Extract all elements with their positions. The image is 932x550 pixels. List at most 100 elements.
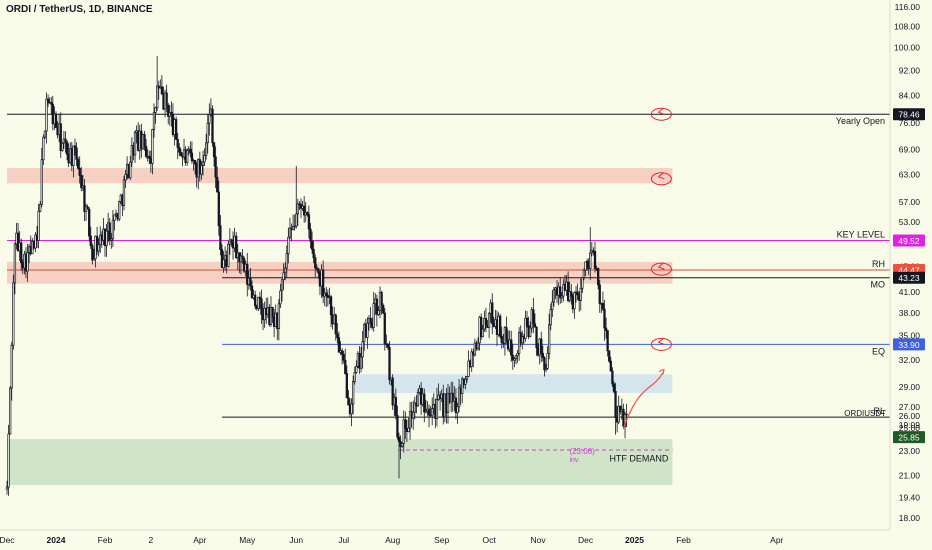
candle-body xyxy=(601,303,605,310)
candle-body xyxy=(532,309,535,325)
candle-body xyxy=(78,168,81,176)
candle-body xyxy=(108,222,111,241)
candle-body xyxy=(423,393,426,413)
candle-body xyxy=(598,284,601,304)
alert-glyph xyxy=(658,172,665,180)
candle-body xyxy=(470,351,473,367)
candle-body xyxy=(309,228,312,242)
candle-body xyxy=(227,243,230,267)
x-tick-label: Jun xyxy=(289,535,303,545)
alert-icon[interactable] xyxy=(650,337,672,351)
candle-body xyxy=(344,359,347,374)
candle-body xyxy=(377,310,380,315)
candle-body xyxy=(345,373,348,399)
candle-body xyxy=(271,306,274,318)
candle-body xyxy=(386,343,390,348)
candle-body xyxy=(20,242,23,264)
candle-body xyxy=(144,146,148,157)
candle-body xyxy=(296,203,299,215)
time-axis[interactable] xyxy=(0,530,890,550)
candle-body xyxy=(516,353,519,357)
candle-body xyxy=(383,312,386,345)
level-label-rh: RH xyxy=(872,259,885,269)
y-tick-label: 18.00 xyxy=(899,513,921,523)
candle-body xyxy=(625,413,628,416)
projection-arrowhead xyxy=(658,368,665,375)
candle-body xyxy=(391,377,394,406)
candle-body xyxy=(619,405,622,412)
candle-body xyxy=(543,357,546,371)
candle-body xyxy=(317,268,320,274)
candle-body xyxy=(604,327,608,331)
candle-body xyxy=(89,235,92,247)
x-tick-label: Feb xyxy=(98,535,113,545)
x-tick-label: Apr xyxy=(193,535,206,545)
candle-body xyxy=(83,185,86,212)
candle-body xyxy=(170,112,173,115)
zone-label-htf-demand: HTF DEMAND xyxy=(609,454,668,464)
candle-body xyxy=(589,252,592,269)
candle-body xyxy=(73,145,77,149)
candle-body xyxy=(529,327,532,337)
candle-body xyxy=(581,277,584,289)
candle-body xyxy=(467,360,470,377)
candle-body xyxy=(549,309,552,326)
candle-body xyxy=(42,136,45,161)
candle-body xyxy=(50,101,53,105)
x-tick-label: Dec xyxy=(578,535,594,545)
candle-body xyxy=(200,164,203,175)
x-tick-label: 2025 xyxy=(625,535,644,545)
alert-icon[interactable] xyxy=(650,172,672,186)
candle-body xyxy=(46,98,50,103)
candle-body xyxy=(570,291,573,297)
alert-icon[interactable] xyxy=(650,107,672,121)
candle-body xyxy=(465,376,469,380)
zone-2 xyxy=(354,374,673,393)
plot-area: (23.06)inv. xyxy=(5,56,890,496)
candle-body xyxy=(160,86,164,95)
candle-body xyxy=(394,397,397,416)
candle-body xyxy=(457,387,461,408)
candle-body xyxy=(336,333,339,339)
candle-body xyxy=(476,342,480,350)
candle-body xyxy=(525,317,529,326)
candle-body xyxy=(541,352,544,358)
x-tick-label: Feb xyxy=(676,535,691,545)
alert-circle xyxy=(650,337,672,351)
current-price-countdown: 19:09 xyxy=(899,420,921,430)
candle-body xyxy=(342,353,345,361)
candle-body xyxy=(380,292,383,306)
candle-body xyxy=(355,366,358,373)
alert-icon[interactable] xyxy=(650,262,672,276)
candle-body xyxy=(254,294,257,307)
candle-body xyxy=(91,245,94,261)
candle-body xyxy=(203,155,206,163)
current-price-value: 26.00 xyxy=(899,411,921,421)
candle-body xyxy=(189,148,192,154)
alert-circle xyxy=(650,172,672,186)
candle-body xyxy=(282,272,285,281)
level-label-key-level: KEY LEVEL xyxy=(837,229,885,239)
zone-1 xyxy=(7,261,673,284)
candle-body xyxy=(86,206,89,210)
current-price-tag-bg xyxy=(893,431,925,444)
y-tick-label: 41.00 xyxy=(899,287,921,297)
price-tag-key-level: 49.52 xyxy=(898,236,920,246)
price-tag-eq: 33.90 xyxy=(898,340,920,350)
candle-body xyxy=(559,286,562,299)
candle-body xyxy=(435,399,439,419)
candle-body xyxy=(491,302,494,324)
candle-body xyxy=(535,326,538,349)
candle-body xyxy=(190,152,194,162)
candle-body xyxy=(608,350,611,362)
candle-body xyxy=(40,159,43,205)
x-tick-label: Nov xyxy=(531,535,547,545)
y-tick-label: 38.00 xyxy=(899,308,921,318)
x-tick-label: Aug xyxy=(385,535,400,545)
y-tick-label: 57.00 xyxy=(899,197,921,207)
y-tick-label: 19.40 xyxy=(899,492,921,502)
candle-body xyxy=(321,269,325,297)
candle-body xyxy=(257,296,260,309)
